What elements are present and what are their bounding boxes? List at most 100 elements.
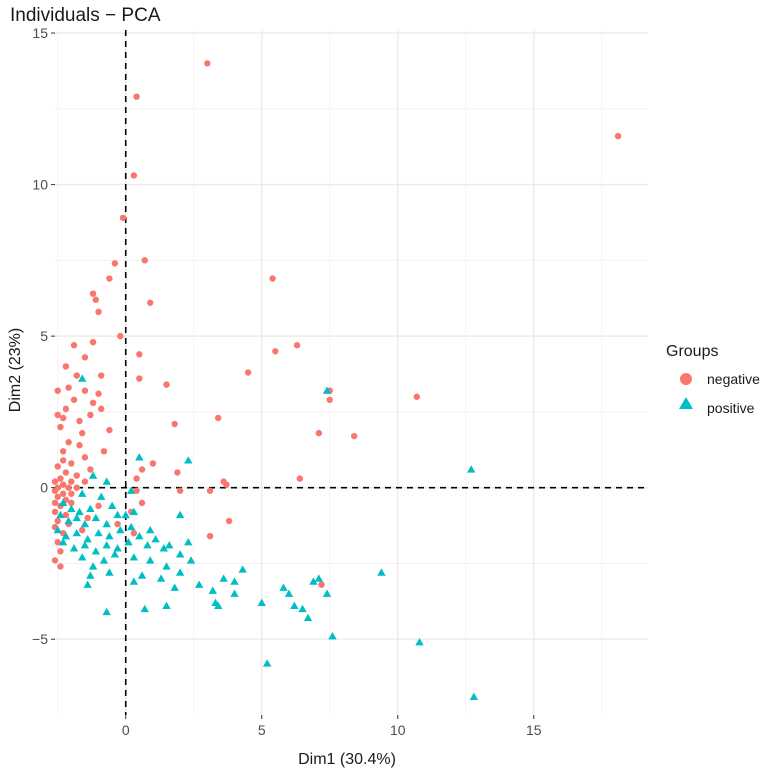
negative-point [89, 290, 97, 297]
positive-point [175, 550, 185, 558]
x-tick-label: 10 [390, 722, 406, 738]
negative-point [92, 296, 100, 303]
positive-point [466, 465, 476, 473]
positive-point [113, 510, 122, 519]
x-tick-label: 15 [526, 722, 542, 738]
negative-point [176, 487, 184, 494]
negative-point [244, 369, 252, 376]
negative-point [59, 457, 67, 464]
positive-point [170, 583, 179, 591]
negative-point [87, 411, 94, 419]
x-tick-label: 5 [258, 722, 266, 738]
negative-point [62, 405, 70, 413]
positive-point [69, 544, 79, 552]
negative-point [296, 475, 304, 482]
legend-positive-label: positive [707, 400, 755, 416]
positive-point [102, 607, 111, 616]
positive-point [165, 541, 174, 549]
positive-point [208, 586, 217, 594]
negative-point [223, 481, 230, 488]
positive-point [284, 589, 294, 597]
negative-point [119, 214, 127, 222]
positive-point [126, 522, 136, 531]
negative-point [98, 405, 105, 413]
negative-point [68, 499, 75, 507]
negative-point [59, 448, 67, 455]
positive-point [159, 544, 169, 552]
negative-point [171, 420, 178, 428]
negative-point [65, 484, 72, 491]
positive-point [56, 510, 65, 519]
legend-negative-marker [680, 373, 692, 385]
positive-point [146, 556, 155, 564]
positive-point [140, 604, 149, 613]
negative-point [206, 532, 214, 540]
negative-point [59, 414, 67, 422]
negative-point [81, 478, 89, 485]
negative-point [62, 511, 70, 519]
negative-point [70, 342, 78, 349]
positive-point [113, 544, 122, 552]
negative-point [73, 484, 80, 491]
minor-gridlines [55, 30, 648, 715]
positive-point [83, 535, 92, 543]
y-axis-ticks: −5 0 5 10 15 [32, 25, 55, 647]
positive-point [67, 504, 76, 513]
positive-point [78, 489, 87, 497]
positive-point [146, 525, 155, 534]
negative-point [54, 493, 61, 500]
negative-point [59, 490, 67, 497]
positive-point [72, 528, 81, 537]
negative-point [73, 472, 80, 479]
positive-point [143, 541, 152, 549]
positive-point [290, 601, 299, 610]
positive-point [279, 583, 288, 591]
negative-point [133, 475, 140, 482]
negative-point [95, 502, 102, 510]
positive-point [105, 568, 114, 576]
negative-point [136, 351, 143, 358]
negative-point [81, 354, 89, 361]
negative-point [225, 517, 233, 525]
positive-point [151, 535, 160, 543]
negative-point [79, 526, 86, 534]
positive-point [156, 574, 166, 582]
positive-point [64, 516, 73, 525]
negative-point [351, 432, 358, 440]
positive-point [78, 553, 87, 561]
negative-point [81, 454, 89, 461]
positive-point [105, 531, 114, 540]
negative-point [57, 423, 64, 431]
positive-point [80, 541, 90, 549]
negative-point [81, 387, 89, 394]
positive-point [184, 456, 193, 464]
negative-point [73, 372, 80, 379]
positive-point [238, 565, 247, 573]
positive-point [377, 568, 386, 576]
positive-point [126, 486, 136, 494]
positive-point [102, 541, 111, 549]
negative-point [315, 429, 323, 437]
negative-point [272, 348, 279, 355]
negative-point [204, 60, 211, 67]
positive-point [53, 525, 62, 534]
positive-point [102, 477, 111, 485]
negative-point [326, 396, 333, 403]
negative-point [98, 372, 105, 379]
negative-point [293, 342, 301, 349]
legend: Groups negative positive [666, 343, 760, 416]
positive-point [61, 531, 71, 540]
positive-point [162, 601, 171, 610]
negative-point [76, 417, 83, 425]
negative-point [87, 466, 94, 473]
positive-point [214, 601, 223, 610]
positive-point [262, 659, 272, 667]
x-axis-ticks: 0 5 10 15 [122, 715, 542, 738]
negative-point [147, 299, 154, 306]
positive-point [415, 638, 424, 646]
positive-point [107, 501, 117, 510]
y-axis-title: Dim2 (23%) [7, 328, 24, 412]
negative-point [133, 93, 140, 100]
positive-point [80, 519, 90, 528]
